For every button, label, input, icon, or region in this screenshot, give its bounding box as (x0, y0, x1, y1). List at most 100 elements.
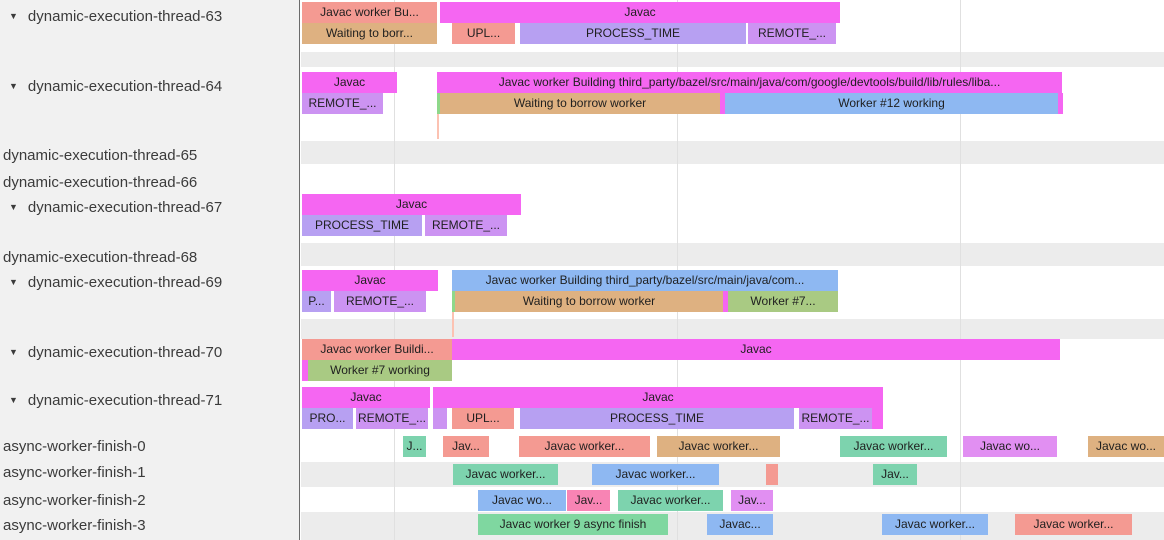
track-label-text: dynamic-execution-thread-65 (3, 146, 198, 164)
row-background-stripe (301, 52, 1164, 67)
trace-event-bar[interactable]: Javac (302, 270, 438, 291)
trace-event-bar[interactable]: Worker #7 working (308, 360, 452, 381)
flow-event-tick[interactable] (452, 312, 454, 337)
trace-event-bar[interactable]: Javac worker Bu... (302, 2, 437, 23)
track-label-text: dynamic-execution-thread-63 (27, 7, 223, 25)
trace-event-bar[interactable]: PROCESS_TIME (520, 408, 794, 429)
trace-event-bar[interactable] (766, 464, 778, 485)
trace-event-bar[interactable]: UPL... (452, 23, 515, 44)
trace-event-bar[interactable]: REMOTE_... (748, 23, 836, 44)
track-label-text: async-worker-finish-2 (3, 491, 146, 509)
track-label-text: dynamic-execution-thread-71 (27, 391, 223, 409)
trace-event-bar[interactable] (437, 93, 441, 114)
time-gridline (960, 0, 961, 540)
trace-event-bar[interactable]: Jav... (873, 464, 917, 485)
track-label-dynamic-execution-thread-65: dynamic-execution-thread-65 (3, 145, 197, 165)
trace-event-bar[interactable]: Javac (452, 339, 1060, 360)
track-label-text: async-worker-finish-1 (3, 463, 146, 481)
trace-event-bar[interactable]: Waiting to borrow worker (440, 93, 720, 114)
collapse-triangle-icon[interactable]: ▼ (9, 202, 18, 212)
trace-event-bar[interactable]: Javac (302, 72, 397, 93)
track-label-dynamic-execution-thread-68: dynamic-execution-thread-68 (3, 247, 197, 267)
trace-event-bar[interactable]: J... (403, 436, 426, 457)
track-label-text: dynamic-execution-thread-70 (27, 343, 223, 361)
row-background-stripe (301, 141, 1164, 164)
trace-event-bar[interactable]: Javac worker Building third_party/bazel/… (452, 270, 838, 291)
trace-event-bar[interactable] (872, 408, 883, 429)
track-label-dynamic-execution-thread-71[interactable]: ▼ dynamic-execution-thread-71 (9, 390, 222, 410)
trace-event-bar[interactable]: Javac wo... (963, 436, 1057, 457)
track-label-dynamic-execution-thread-67[interactable]: ▼ dynamic-execution-thread-67 (9, 197, 222, 217)
trace-event-bar[interactable]: P... (302, 291, 331, 312)
track-label-sidebar: ▼ dynamic-execution-thread-63 ▼ dynamic-exe… (0, 0, 300, 540)
trace-event-bar[interactable]: Worker #12 working (725, 93, 1058, 114)
trace-event-bar[interactable]: Javac worker... (882, 514, 988, 535)
trace-event-bar[interactable] (1058, 93, 1063, 114)
trace-event-bar[interactable]: Javac wo... (1088, 436, 1164, 457)
trace-event-bar[interactable]: Javac worker Buildi... (302, 339, 452, 360)
track-label-dynamic-execution-thread-66: dynamic-execution-thread-66 (3, 172, 197, 192)
collapse-triangle-icon[interactable]: ▼ (9, 81, 18, 91)
row-background-stripe (301, 243, 1164, 266)
trace-event-bar[interactable]: Javac worker... (1015, 514, 1132, 535)
trace-event-bar[interactable]: Javac (302, 194, 521, 215)
trace-event-bar[interactable] (720, 93, 725, 114)
row-background-stripe (301, 462, 1164, 487)
trace-event-bar[interactable]: Javac... (707, 514, 773, 535)
trace-event-bar[interactable]: REMOTE_... (334, 291, 426, 312)
trace-event-bar[interactable]: Javac worker... (453, 464, 558, 485)
trace-event-bar[interactable]: Javac worker... (618, 490, 723, 511)
track-label-text: dynamic-execution-thread-66 (3, 173, 198, 191)
trace-event-bar[interactable]: REMOTE_... (302, 93, 383, 114)
track-label-dynamic-execution-thread-63[interactable]: ▼ dynamic-execution-thread-63 (9, 6, 222, 26)
trace-event-bar[interactable]: Jav... (731, 490, 773, 511)
flow-event-tick[interactable] (437, 114, 439, 139)
trace-event-bar[interactable]: PRO... (302, 408, 353, 429)
trace-event-bar[interactable]: REMOTE_... (356, 408, 428, 429)
track-label-text: async-worker-finish-3 (3, 516, 146, 534)
trace-event-bar[interactable] (302, 360, 308, 381)
trace-event-bar[interactable]: PROCESS_TIME (520, 23, 746, 44)
track-label-dynamic-execution-thread-69[interactable]: ▼ dynamic-execution-thread-69 (9, 272, 222, 292)
trace-event-bar[interactable]: UPL... (452, 408, 514, 429)
track-label-text: dynamic-execution-thread-68 (3, 248, 198, 266)
trace-event-bar[interactable]: Javac worker... (657, 436, 780, 457)
trace-event-bar[interactable]: Javac (433, 387, 883, 408)
row-background-stripe (301, 319, 1164, 339)
collapse-triangle-icon[interactable]: ▼ (9, 11, 18, 21)
track-label-text: dynamic-execution-thread-64 (27, 77, 223, 95)
track-label-dynamic-execution-thread-70[interactable]: ▼ dynamic-execution-thread-70 (9, 342, 222, 362)
trace-event-bar[interactable]: Javac (302, 387, 430, 408)
trace-event-bar[interactable]: Waiting to borrow worker (455, 291, 723, 312)
collapse-triangle-icon[interactable]: ▼ (9, 395, 18, 405)
trace-event-bar[interactable]: REMOTE_... (425, 215, 507, 236)
collapse-triangle-icon[interactable]: ▼ (9, 277, 18, 287)
trace-event-bar[interactable] (433, 408, 447, 429)
track-label-dynamic-execution-thread-64[interactable]: ▼ dynamic-execution-thread-64 (9, 76, 222, 96)
trace-event-bar[interactable]: Jav... (567, 490, 610, 511)
trace-event-bar[interactable]: Javac worker... (519, 436, 650, 457)
trace-event-bar[interactable] (723, 291, 728, 312)
collapse-triangle-icon[interactable]: ▼ (9, 347, 18, 357)
trace-event-bar[interactable]: Jav... (443, 436, 489, 457)
trace-event-bar[interactable]: REMOTE_... (799, 408, 872, 429)
trace-event-bar[interactable]: Javac wo... (478, 490, 566, 511)
track-label-async-worker-finish-0: async-worker-finish-0 (3, 436, 146, 456)
track-label-async-worker-finish-1: async-worker-finish-1 (3, 462, 146, 482)
trace-event-bar[interactable]: Javac worker... (840, 436, 947, 457)
track-label-async-worker-finish-2: async-worker-finish-2 (3, 490, 146, 510)
trace-event-bar[interactable]: Javac worker 9 async finish (478, 514, 668, 535)
trace-event-bar[interactable]: Javac worker... (592, 464, 719, 485)
trace-event-bar[interactable]: Worker #7... (728, 291, 838, 312)
track-label-text: dynamic-execution-thread-69 (27, 273, 223, 291)
track-label-text: dynamic-execution-thread-67 (27, 198, 223, 216)
track-label-async-worker-finish-3: async-worker-finish-3 (3, 515, 146, 535)
trace-event-bar[interactable]: PROCESS_TIME (302, 215, 422, 236)
trace-event-bar[interactable]: Javac worker Building third_party/bazel/… (437, 72, 1062, 93)
trace-event-bar[interactable]: Javac (440, 2, 840, 23)
timeline-canvas[interactable]: Javac worker Bu... Javac Waiting to borr..… (301, 0, 1164, 540)
track-label-text: async-worker-finish-0 (3, 437, 146, 455)
trace-event-bar[interactable] (452, 291, 456, 312)
trace-event-bar[interactable]: Waiting to borr... (302, 23, 437, 44)
